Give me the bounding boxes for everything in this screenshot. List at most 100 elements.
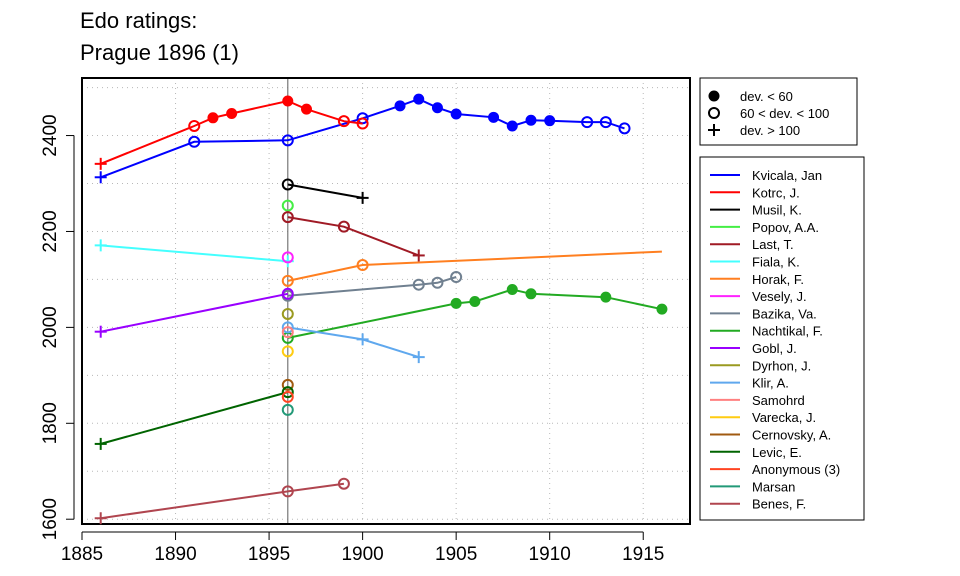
data-point [618, 122, 631, 135]
data-point [525, 114, 537, 126]
series-line [100, 99, 363, 165]
series-line [287, 276, 457, 297]
data-point [431, 102, 443, 114]
legend-label: Last, T. [752, 237, 794, 252]
legend-label: Kvicala, Jan [752, 168, 822, 183]
series-klir-a [281, 321, 425, 364]
marker-legend-symbol [708, 107, 720, 119]
data-point [431, 276, 444, 289]
data-point [356, 191, 369, 204]
series-anonymous-3 [281, 390, 294, 403]
data-point [188, 135, 201, 148]
data-point [94, 157, 107, 170]
data-point [282, 95, 294, 107]
marker-legend-label: 60 < dev. < 100 [740, 106, 829, 121]
y-tick-label: 2000 [40, 306, 61, 348]
x-tick-label: 1905 [435, 544, 477, 565]
data-point [281, 378, 294, 391]
series-musil-k [281, 178, 369, 204]
legend-label: Horak, F. [752, 272, 804, 287]
data-point [337, 115, 350, 128]
series-line [100, 482, 345, 520]
marker-legend-symbol [708, 124, 720, 136]
series-marsan [281, 403, 294, 416]
series-fiala-k [94, 239, 294, 268]
plot-frame [81, 77, 691, 525]
data-point [600, 291, 612, 303]
data-point [488, 111, 500, 123]
data-point [281, 178, 294, 191]
data-point [413, 93, 425, 105]
series-kvicala-jan [94, 93, 631, 184]
data-point [281, 211, 294, 224]
data-point [412, 278, 425, 291]
data-point [281, 134, 294, 147]
data-point [356, 333, 369, 346]
x-tick-label: 1910 [529, 544, 571, 565]
legend-label: Nachtikal, F. [752, 324, 823, 339]
legend-label: Klir, A. [752, 376, 789, 391]
data-point [469, 295, 481, 307]
series-benes-f [94, 477, 350, 525]
series-last-t [281, 211, 425, 262]
chart-title-line-1: Edo ratings: [80, 8, 198, 33]
data-point [281, 403, 294, 416]
legend-label: Samohrd [752, 393, 805, 408]
data-point [226, 107, 238, 119]
marker-legend-item [708, 124, 720, 136]
series-levic-e [94, 386, 294, 450]
data-point [356, 259, 369, 272]
data-point [188, 119, 201, 132]
y-tick-label: 2200 [40, 210, 61, 252]
series-line [100, 244, 288, 263]
data-point [581, 116, 594, 129]
data-point [94, 437, 107, 450]
series-cernovsky-a [281, 378, 294, 391]
legend-label: Anonymous (3) [752, 462, 840, 477]
data-point [281, 345, 294, 358]
series-horak-f [281, 250, 662, 287]
marker-legend-box [699, 77, 858, 146]
series-kotrc-j [94, 95, 369, 170]
legend-label: Fiala, K. [752, 255, 800, 270]
marker-legend-label: dev. < 60 [740, 89, 793, 104]
x-tick-label: 1885 [61, 544, 103, 565]
x-tick-label: 1890 [154, 544, 196, 565]
legend-label: Bazika, Va. [752, 306, 817, 321]
legend-label: Marsan [752, 479, 795, 494]
data-point [656, 303, 668, 315]
series-line [287, 216, 420, 257]
data-point [544, 115, 556, 127]
series-dyrhon-j [281, 307, 294, 320]
legend-label: Musil, K. [752, 203, 802, 218]
x-tick-label: 1900 [341, 544, 383, 565]
data-point [506, 283, 518, 295]
series-legend-box [699, 156, 865, 521]
series-line [287, 326, 420, 359]
data-point [281, 390, 294, 403]
data-point [281, 251, 294, 264]
data-point [525, 288, 537, 300]
data-point [94, 239, 107, 252]
data-point [300, 103, 312, 115]
legend-label: Popov, A.A. [752, 220, 819, 235]
legend-label: Varecka, J. [752, 410, 816, 425]
x-tick-label: 1895 [248, 544, 290, 565]
data-point [281, 485, 294, 498]
marker-legend-item [708, 107, 720, 119]
legend-label: Levic, E. [752, 445, 802, 460]
y-tick-label: 1600 [40, 498, 61, 540]
legend-label: Benes, F. [752, 497, 806, 512]
data-point [281, 274, 294, 287]
series-line [100, 391, 289, 445]
data-point [94, 171, 107, 184]
series-popov-a-a [281, 199, 294, 212]
data-point [281, 307, 294, 320]
data-point [450, 108, 462, 120]
data-point [94, 512, 107, 525]
data-point [450, 271, 463, 284]
series-nachtikal-f [281, 283, 668, 344]
data-point [281, 321, 294, 334]
data-point [207, 112, 219, 124]
